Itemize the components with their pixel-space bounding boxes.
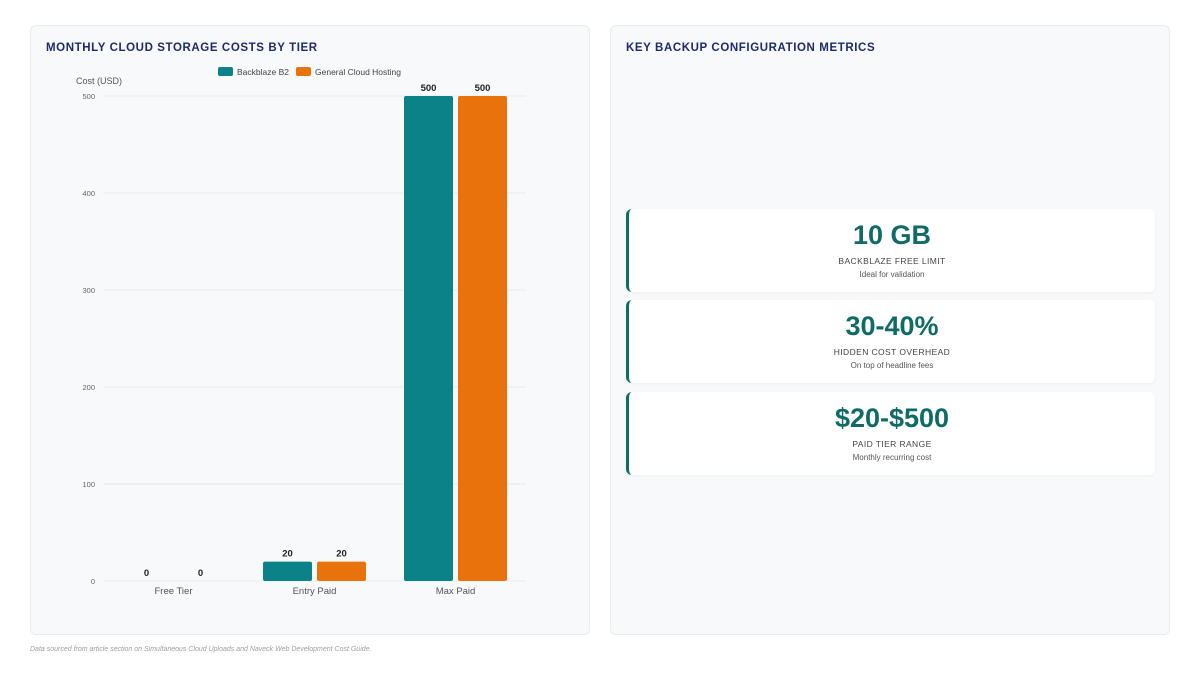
y-tick-label: 0 <box>91 577 95 586</box>
bar <box>404 96 453 581</box>
metric-value: $20-$500 <box>834 403 950 433</box>
metric-label: PAID TIER RANGE <box>852 439 932 449</box>
metric-value: 10 GB <box>852 220 932 250</box>
chart-panel: MONTHLY CLOUD STORAGE COSTS BY TIER 0 100… <box>30 25 590 635</box>
metric-note: Monthly recurring cost <box>852 453 932 462</box>
y-tick-label: 300 <box>82 286 95 295</box>
legend-swatch <box>218 67 233 76</box>
metric-card-paid-range: $20-$500 PAID TIER RANGE Monthly recurri… <box>626 392 1155 475</box>
metric-card-hidden-cost: 30-40% HIDDEN COST OVERHEAD On top of he… <box>626 300 1155 383</box>
y-tick-label: 400 <box>82 189 95 198</box>
legend-label: Backblaze B2 <box>237 67 289 77</box>
bar <box>263 561 312 581</box>
y-tick-label: 100 <box>82 480 95 489</box>
data-label: 20 <box>282 549 293 560</box>
metrics-title: KEY BACKUP CONFIGURATION METRICS <box>626 42 876 54</box>
data-label: 0 <box>198 568 203 579</box>
y-axis-label: Cost (USD) <box>76 76 122 86</box>
metric-value: 30-40% <box>845 311 939 341</box>
metric-label: BACKBLAZE FREE LIMIT <box>838 256 946 266</box>
x-tick-label: Free Tier <box>154 586 192 597</box>
legend-swatch <box>296 67 311 76</box>
y-tick-label: 200 <box>82 383 95 392</box>
metric-note: Ideal for validation <box>859 270 925 279</box>
x-tick-label: Entry Paid <box>293 586 337 597</box>
y-tick-label: 500 <box>82 92 95 101</box>
metric-note: On top of headline fees <box>850 361 934 370</box>
chart-title: MONTHLY CLOUD STORAGE COSTS BY TIER <box>46 42 318 54</box>
metric-label: HIDDEN COST OVERHEAD <box>833 347 951 357</box>
bar <box>317 561 366 581</box>
legend-label: General Cloud Hosting <box>315 67 401 77</box>
bar <box>458 96 507 581</box>
x-tick-label: Max Paid <box>436 586 476 597</box>
data-label: 0 <box>144 568 149 579</box>
metric-card-free-limit: 10 GB BACKBLAZE FREE LIMIT Ideal for val… <box>626 209 1155 292</box>
data-label: 20 <box>336 549 347 560</box>
footnote: Data sourced from article section on Sim… <box>30 646 372 653</box>
metrics-panel: KEY BACKUP CONFIGURATION METRICS 10 GB B… <box>610 25 1170 635</box>
data-label: 500 <box>421 83 437 94</box>
data-label: 500 <box>475 83 491 94</box>
